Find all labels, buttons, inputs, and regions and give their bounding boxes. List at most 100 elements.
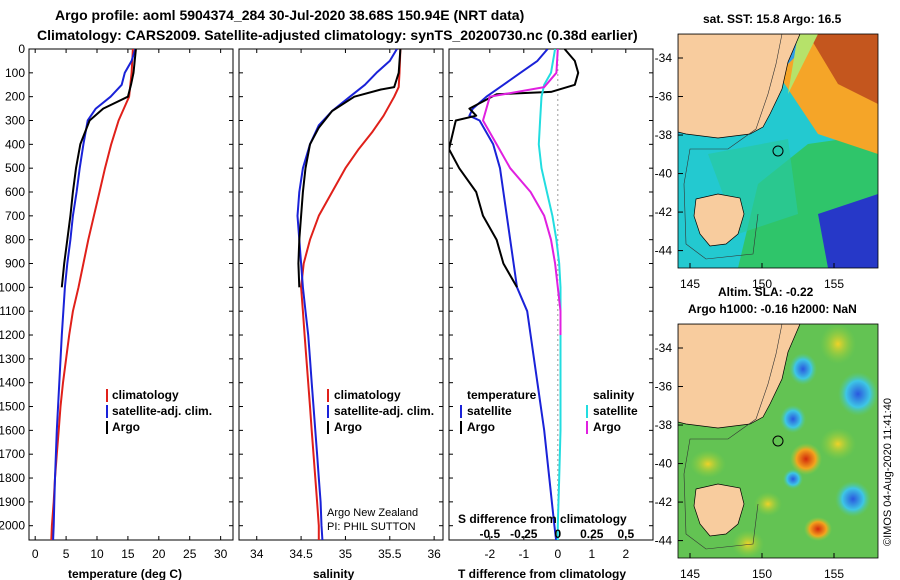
temperature-plot-frame bbox=[28, 48, 234, 541]
x-tick-label: 25 bbox=[183, 547, 197, 561]
depth-tick-label: 0 bbox=[18, 42, 25, 56]
series-line-climatology bbox=[300, 49, 402, 540]
legend-climatology: climatology bbox=[112, 388, 179, 402]
s-tick-label: 0.25 bbox=[580, 527, 604, 541]
series-line-satellite-adj-clim- bbox=[52, 49, 137, 540]
series-line-t-satellite bbox=[468, 49, 558, 540]
depth-tick-label: 1400 bbox=[0, 376, 25, 390]
depth-tick-label: 1500 bbox=[0, 400, 25, 414]
mainland-coast bbox=[678, 34, 801, 139]
x-tick-label: -2 bbox=[484, 547, 495, 561]
lat-label: -36 bbox=[655, 90, 673, 104]
salinity-panel: 34 34.5 35 35.5 36 salinity climatology sate… bbox=[238, 48, 444, 580]
x-tick-label: 15 bbox=[121, 547, 135, 561]
series-line-argo bbox=[60, 49, 137, 288]
series-line-satellite-adj-clim- bbox=[296, 49, 398, 540]
depth-tick-label: 800 bbox=[5, 233, 25, 247]
legend-argo: Argo bbox=[334, 420, 362, 434]
lon-label: 155 bbox=[824, 277, 844, 291]
sst-map-title: sat. SST: 15.8 Argo: 16.5 bbox=[703, 12, 842, 26]
lon-label: 150 bbox=[752, 277, 772, 291]
title-line-1: Argo profile: aoml 5904374_284 30-Jul-20… bbox=[55, 7, 524, 23]
legend-t-argo: Argo bbox=[467, 420, 495, 434]
depth-tick-label: 1100 bbox=[0, 304, 25, 318]
x-tick-label: 0 bbox=[554, 547, 561, 561]
x-tick-label: 5 bbox=[63, 547, 70, 561]
lat-label: -38 bbox=[655, 418, 673, 432]
x-tick-label: 1 bbox=[588, 547, 595, 561]
s-tick-label: 0.5 bbox=[617, 527, 634, 541]
x-tick-label: 10 bbox=[90, 547, 104, 561]
legend-s-argo: Argo bbox=[593, 420, 621, 434]
lat-label: -40 bbox=[655, 457, 673, 471]
lon-label: 150 bbox=[752, 567, 772, 580]
legend-satellite-adj: satellite-adj. clim. bbox=[334, 404, 434, 418]
x-tick-label: 0 bbox=[32, 547, 39, 561]
depth-tick-label: 200 bbox=[5, 90, 25, 104]
imos-timestamp: ©IMOS 04-Aug-2020 11:41:40 bbox=[882, 398, 894, 546]
series-line-s-satellite bbox=[537, 49, 562, 540]
depth-tick-label: 100 bbox=[5, 66, 25, 80]
salinity-xlabel: salinity bbox=[313, 567, 355, 580]
sla-map-title-1: Altim. SLA: -0.22 bbox=[718, 285, 814, 299]
lon-label: 145 bbox=[680, 277, 700, 291]
series-line-argo bbox=[297, 49, 402, 288]
lat-label: -44 bbox=[655, 534, 673, 548]
argo-position-marker bbox=[772, 145, 784, 157]
series-line-s-argo bbox=[482, 49, 562, 335]
lat-label: -36 bbox=[655, 380, 673, 394]
pi-note: PI: PHIL SUTTON bbox=[327, 521, 416, 533]
depth-tick-label: 1900 bbox=[0, 495, 25, 509]
difference-legend: temperature satellite Argo salinity sate… bbox=[460, 388, 638, 434]
temperature-panel: 0 5 10 15 20 25 30 temperature (deg C) climato… bbox=[28, 48, 234, 580]
x-tick-label: 34.5 bbox=[289, 547, 313, 561]
difference-plot-frame bbox=[448, 48, 654, 541]
depth-tick-label: 1200 bbox=[0, 328, 25, 342]
x-tick-label: 30 bbox=[214, 547, 228, 561]
depth-tick-label: 1300 bbox=[0, 352, 25, 366]
depth-tick-label: 1600 bbox=[0, 423, 25, 437]
lon-label: 155 bbox=[824, 567, 844, 580]
depth-tick-label: 600 bbox=[5, 185, 25, 199]
x-tick-label: 34 bbox=[250, 547, 264, 561]
lat-label: -42 bbox=[655, 205, 673, 219]
difference-panel: -2 -1 0 1 2 T difference from climatology S … bbox=[448, 48, 654, 580]
depth-tick-label: 1800 bbox=[0, 471, 25, 485]
tasmania bbox=[693, 193, 745, 247]
sla-map-title-2: Argo h1000: -0.16 h2000: NaN bbox=[688, 302, 857, 316]
salinity-legend: climatology satellite-adj. clim. Argo bbox=[327, 388, 434, 434]
legend-climatology: climatology bbox=[334, 388, 401, 402]
temperature-legend: climatology satellite-adj. clim. Argo bbox=[106, 388, 212, 434]
lat-label: -38 bbox=[655, 128, 673, 142]
salinity-plot-frame bbox=[238, 48, 444, 541]
legend-satellite-adj: satellite-adj. clim. bbox=[112, 404, 212, 418]
legend-argo: Argo bbox=[112, 420, 140, 434]
s-tick-label: 0 bbox=[554, 527, 561, 541]
lon-label: 145 bbox=[680, 567, 700, 580]
lat-label: -34 bbox=[655, 341, 673, 355]
s-tick-label: -0.5 bbox=[479, 527, 500, 541]
depth-tick-label: 400 bbox=[5, 137, 25, 151]
s-diff-xlabel: S difference from climatology bbox=[458, 512, 627, 526]
x-tick-label: 2 bbox=[622, 547, 629, 561]
s-tick-label: -0.25 bbox=[510, 527, 538, 541]
legend-salinity-title: salinity bbox=[593, 388, 635, 402]
series-line-t-argo bbox=[449, 49, 580, 288]
title-line-2: Climatology: CARS2009. Satellite-adjuste… bbox=[37, 27, 638, 43]
lat-label: -44 bbox=[655, 244, 673, 258]
depth-tick-label: 900 bbox=[5, 257, 25, 271]
legend-t-satellite: satellite bbox=[467, 404, 512, 418]
depth-tick-label: 1000 bbox=[0, 280, 25, 294]
x-tick-label: 35.5 bbox=[378, 547, 402, 561]
depth-tick-label: 2000 bbox=[0, 519, 25, 533]
sla-map: Altim. SLA: -0.22 Argo h1000: -0.16 h200… bbox=[655, 285, 879, 580]
lat-label: -42 bbox=[655, 495, 673, 509]
depth-tick-label: 500 bbox=[5, 161, 25, 175]
legend-temperature-title: temperature bbox=[467, 388, 537, 402]
t-diff-xlabel: T difference from climatology bbox=[458, 567, 626, 580]
x-tick-label: -1 bbox=[518, 547, 529, 561]
x-tick-label: 36 bbox=[427, 547, 441, 561]
lat-label: -40 bbox=[655, 167, 673, 181]
depth-tick-label: 700 bbox=[5, 209, 25, 223]
